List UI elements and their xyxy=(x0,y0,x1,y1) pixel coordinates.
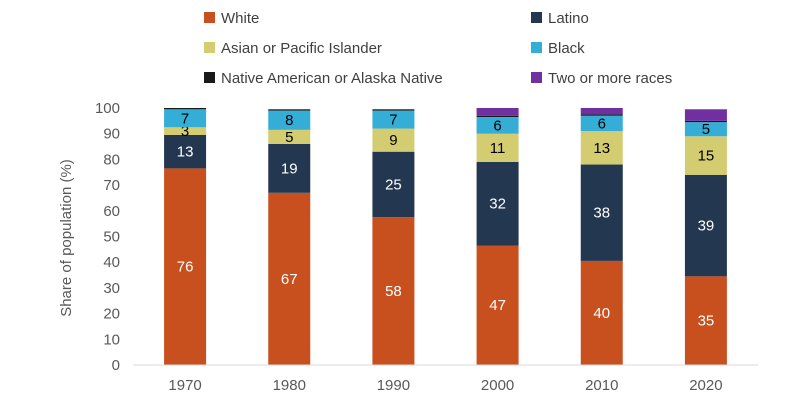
legend-label: Two or more races xyxy=(548,70,672,87)
bar-segment-white xyxy=(684,276,727,365)
data-label: 39 xyxy=(698,218,715,235)
data-label: 76 xyxy=(177,259,194,276)
data-label: 67 xyxy=(281,271,298,288)
x-tick-label: 2010 xyxy=(585,377,618,394)
bar-segment-latino xyxy=(268,143,311,193)
data-label: 6 xyxy=(598,115,606,132)
bar-segment-black xyxy=(684,122,727,137)
y-axis-ticks: 0 10 20 30 40 50 60 70 80 90 100 xyxy=(95,100,120,374)
x-tick-label: 1970 xyxy=(168,377,201,394)
y-tick-label: 10 xyxy=(103,331,120,348)
x-tick-label: 2000 xyxy=(481,377,514,394)
bar-segment-asian-or-pacific-islander xyxy=(476,133,519,162)
data-label: 11 xyxy=(490,140,506,157)
bar-segment-black xyxy=(164,109,207,128)
y-tick-label: 60 xyxy=(103,203,120,220)
bar-segment-black xyxy=(372,110,415,129)
data-label: 5 xyxy=(702,121,710,138)
bar-segment-asian-or-pacific-islander xyxy=(684,136,727,175)
bar-segment-latino xyxy=(164,134,207,169)
bar-segment-native-american-or-alaska-native xyxy=(164,108,207,110)
data-label: 40 xyxy=(593,305,610,322)
data-label: 58 xyxy=(385,283,402,300)
bar-segment-white xyxy=(580,260,623,365)
data-label: 7 xyxy=(389,112,397,129)
bar-segment-white xyxy=(268,192,311,365)
bar-segment-black xyxy=(268,110,311,130)
bar-segment-native-american-or-alaska-native xyxy=(476,115,519,117)
bar-segment-asian-or-pacific-islander xyxy=(164,127,207,135)
y-tick-label: 30 xyxy=(103,280,120,297)
bar-segment-two-or-more-races xyxy=(580,108,623,115)
x-tick-label: 2020 xyxy=(689,377,722,394)
bar-segment-asian-or-pacific-islander xyxy=(268,129,311,144)
data-label: 9 xyxy=(389,132,397,149)
legend-label: White xyxy=(221,10,259,27)
bar-segment-latino xyxy=(372,151,415,218)
bar-segment-native-american-or-alaska-native xyxy=(268,109,311,111)
bar-segment-white xyxy=(476,245,519,365)
legend-label: Black xyxy=(548,40,585,57)
data-label: 7 xyxy=(181,110,189,127)
legend-swatch xyxy=(531,42,542,53)
data-label: 19 xyxy=(281,160,298,177)
bar-segment-native-american-or-alaska-native xyxy=(580,114,623,116)
y-tick-label: 100 xyxy=(95,100,120,117)
legend-swatch xyxy=(204,72,215,83)
data-label: 5 xyxy=(285,129,293,146)
bar-segment-native-american-or-alaska-native xyxy=(372,109,415,111)
data-label: 13 xyxy=(177,144,194,161)
legend-label: Asian or Pacific Islander xyxy=(221,40,382,57)
data-label: 6 xyxy=(493,117,501,134)
bar-segment-asian-or-pacific-islander xyxy=(580,131,623,165)
bar-segment-white xyxy=(372,217,415,365)
y-tick-label: 20 xyxy=(103,306,120,323)
bar-segment-two-or-more-races xyxy=(684,109,727,121)
y-tick-label: 40 xyxy=(103,254,120,271)
data-label: 35 xyxy=(698,313,715,330)
y-axis-label: Share of population (%) xyxy=(58,159,75,317)
x-axis-ticks: 1970 1980 1990 2000 2010 2020 xyxy=(168,377,722,394)
legend-swatch xyxy=(531,12,542,23)
data-label: 38 xyxy=(593,205,610,222)
bar-segment-latino xyxy=(476,161,519,246)
legend-swatch xyxy=(204,12,215,23)
bar-segment-white xyxy=(164,168,207,365)
y-tick-label: 70 xyxy=(103,177,120,194)
bar-segment-black xyxy=(580,115,623,132)
data-label: 47 xyxy=(489,297,506,314)
y-tick-label: 0 xyxy=(112,357,120,374)
bar-segment-latino xyxy=(684,174,727,277)
data-label: 25 xyxy=(385,176,402,193)
x-tick-label: 1990 xyxy=(377,377,410,394)
data-label: 32 xyxy=(489,196,506,213)
bar-segment-black xyxy=(476,116,519,134)
y-tick-label: 50 xyxy=(103,229,120,246)
data-label: 13 xyxy=(593,140,610,157)
x-tick-label: 1980 xyxy=(273,377,306,394)
bar-segment-native-american-or-alaska-native xyxy=(684,120,727,123)
bar-segment-asian-or-pacific-islander xyxy=(372,128,415,152)
legend-swatch xyxy=(531,72,542,83)
data-label: 3 xyxy=(181,123,189,140)
legend-swatch xyxy=(204,42,215,53)
data-label: 15 xyxy=(698,148,715,165)
legend-label: Latino xyxy=(548,10,589,27)
data-label: 8 xyxy=(285,112,293,129)
legend-label: Native American or Alaska Native xyxy=(221,70,443,87)
y-tick-label: 80 xyxy=(103,151,120,168)
y-tick-label: 90 xyxy=(103,126,120,143)
legend: White Latino Asian or Pacific Islander Blac… xyxy=(204,10,672,87)
bar-segment-latino xyxy=(580,164,623,261)
bar-segment-two-or-more-races xyxy=(476,108,519,116)
